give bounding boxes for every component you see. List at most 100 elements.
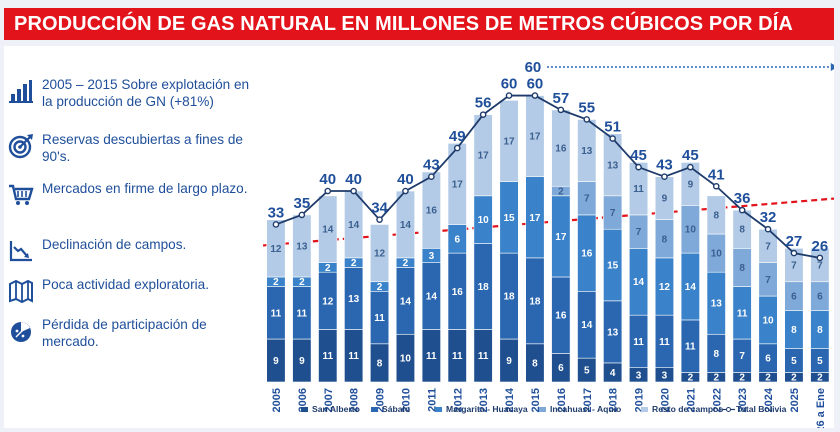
segment-label: 18 <box>478 282 490 293</box>
bar-segment-resto-de-campos <box>628 162 649 216</box>
total-label: 51 <box>604 119 621 136</box>
side-item-text: Mercados en firme de largo plazo. <box>42 181 248 196</box>
segment-label: 3 <box>429 251 435 262</box>
segment-label: 6 <box>454 234 460 245</box>
segment-label: 8 <box>739 225 745 236</box>
x-tick-label: 2017 <box>582 388 594 412</box>
total-label: 33 <box>268 204 285 221</box>
segment-label: 12 <box>322 296 334 307</box>
segment-label: 18 <box>503 292 515 303</box>
segment-label: 14 <box>581 320 593 331</box>
legend-label-sabalo: Sábalo <box>382 404 410 414</box>
peak-arrow-head <box>830 63 834 71</box>
segment-label: 17 <box>478 151 490 162</box>
segment-label: 2 <box>791 373 797 384</box>
x-tick-label: 2013 <box>478 388 490 412</box>
segment-label: 2 <box>765 373 771 384</box>
segment-label: 13 <box>348 294 360 305</box>
segment-label: 17 <box>555 232 567 243</box>
x-tick-label: 2025 <box>789 388 801 412</box>
bar-segment-resto-de-campos <box>680 162 700 206</box>
segment-label: 13 <box>607 160 619 171</box>
side-item-markets: Mercados en firme de largo plazo. <box>8 180 258 208</box>
bar-segment-resto-de-campos <box>421 171 441 249</box>
total-point <box>687 163 694 171</box>
segment-label: 11 <box>271 308 282 319</box>
total-point <box>764 225 772 233</box>
x-tick-label: 2019 <box>634 388 646 412</box>
x-tick-label: 2010 <box>400 388 412 412</box>
segment-label: 8 <box>662 234 668 245</box>
x-tick-label: 2024 <box>763 387 775 412</box>
target-icon <box>8 134 33 159</box>
production-chart: 9 11 2 12 9 11 2 13 11 12 2 14 11 13 2 14 8 11 2 12 10 14 2 14 1… <box>262 59 834 428</box>
segment-label: 10 <box>400 354 412 365</box>
segment-label: 7 <box>739 351 745 362</box>
bar-segment-resto-de-campos <box>706 195 726 235</box>
bar-segment-resto-de-campos <box>603 133 623 197</box>
legend-swatch-sabalo <box>371 407 378 412</box>
total-label: 41 <box>708 166 725 183</box>
side-item-text: Reservas descubiertas a fines de 90's. <box>42 132 243 164</box>
segment-label: 8 <box>713 349 719 360</box>
x-tick-label: 2006 <box>297 388 309 412</box>
x-tick-label: 2015 <box>530 388 542 412</box>
segment-label: 8 <box>377 358 383 369</box>
total-point <box>402 187 409 195</box>
segment-label: 14 <box>322 225 334 236</box>
segment-label: 2 <box>377 282 383 293</box>
segment-label: 2 <box>688 373 694 384</box>
total-point <box>428 173 435 181</box>
total-label: 40 <box>319 171 336 188</box>
segment-label: 5 <box>817 356 823 367</box>
legend-label-san-alberto: San Alberto <box>312 404 360 414</box>
decline-chart-icon <box>9 241 32 262</box>
total-label: 45 <box>682 147 699 164</box>
segment-label: 10 <box>685 225 697 236</box>
total-point <box>453 144 461 152</box>
total-label: 43 <box>656 157 673 174</box>
segment-label: 18 <box>529 296 541 307</box>
segment-label: 14 <box>400 220 412 231</box>
peak-label: 60 <box>525 59 542 76</box>
total-point <box>531 92 539 99</box>
segment-label: 2 <box>713 373 719 384</box>
total-point <box>557 106 565 114</box>
x-tick-label: 2007 <box>323 388 335 412</box>
total-label: 56 <box>475 95 492 112</box>
cart-icon <box>9 184 34 205</box>
segment-label: 9 <box>273 356 279 367</box>
trend-line <box>262 197 834 247</box>
legend-group: San Alberto Sábalo Margarita - Huacaya Inca… <box>301 404 787 414</box>
segment-label: 7 <box>791 261 797 272</box>
segment-label: 13 <box>607 327 619 338</box>
segment-label: 8 <box>817 325 823 336</box>
segment-label: 2 <box>739 373 745 384</box>
x-tick-label: 2018 <box>608 388 620 412</box>
legend-label-incahuasi-aquio: Incahuasi - Aquio <box>550 404 621 414</box>
bar-segment-resto-de-campos <box>784 248 804 283</box>
x-tick-label: 2016 <box>556 388 568 412</box>
chart-title: PRODUCCIÓN DE GAS NATURAL EN MILLONES DE… <box>4 8 834 40</box>
total-label: 55 <box>578 99 595 116</box>
total-point <box>350 187 357 195</box>
segment-label: 5 <box>584 366 590 377</box>
segment-label: 14 <box>426 292 438 303</box>
segment-label: 9 <box>299 356 305 367</box>
legend-label-margarita-huacaya: Margarita - Huacaya <box>446 404 528 414</box>
legend-swatch-incahuasi-aquio <box>539 407 546 412</box>
segment-label: 16 <box>426 206 438 217</box>
total-point <box>712 182 720 190</box>
segment-label: 6 <box>558 363 564 374</box>
segment-label: 9 <box>688 179 694 190</box>
side-item-text: Declinación de campos. <box>42 237 187 252</box>
segment-label: 6 <box>765 354 771 365</box>
total-label: 26 <box>812 238 829 255</box>
segment-label: 7 <box>765 241 771 252</box>
bar-segment-resto-de-campos <box>447 142 467 225</box>
total-point <box>583 116 591 123</box>
segment-label: 8 <box>739 263 745 274</box>
segment-label: 13 <box>711 299 723 310</box>
segment-label: 17 <box>503 136 515 147</box>
